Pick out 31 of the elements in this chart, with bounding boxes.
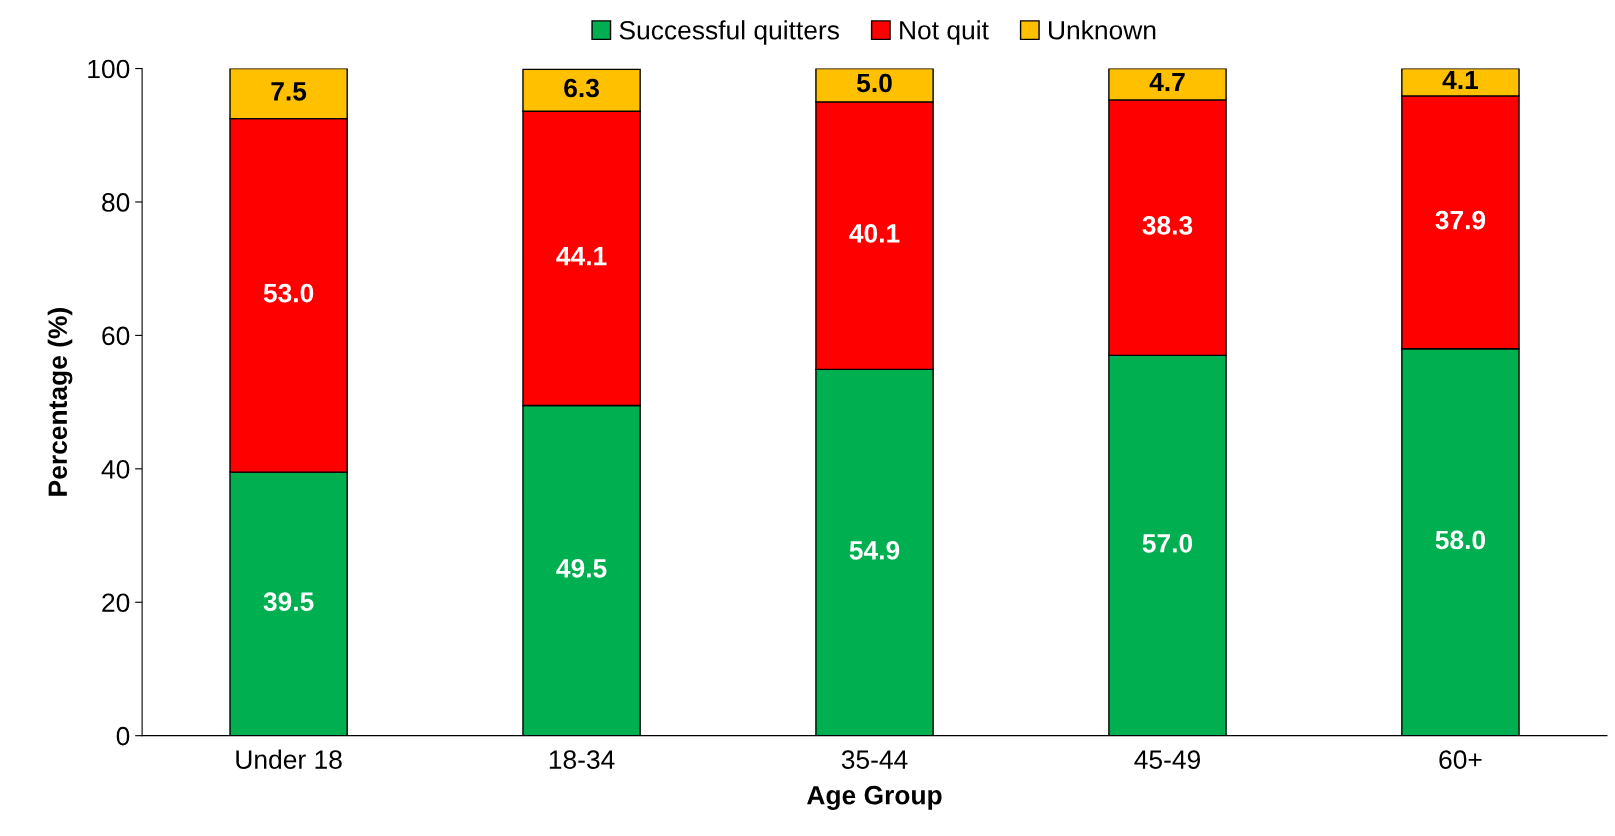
data-label: 54.9	[849, 540, 900, 560]
data-label: 44.1	[556, 247, 607, 266]
y-tick-label: 20	[102, 593, 130, 613]
data-label: 57.0	[1142, 533, 1193, 553]
y-axis-title: Percentage (%)	[47, 308, 73, 496]
legend-label: Not quit	[900, 20, 989, 45]
x-tick-label: 45-49	[1134, 750, 1200, 769]
data-label: 6.3	[564, 78, 599, 98]
data-label: 4.7	[1149, 72, 1185, 92]
data-label: 58.0	[1435, 530, 1486, 550]
data-label: 49.5	[556, 558, 607, 578]
data-label: 38.3	[1142, 216, 1193, 235]
y-tick-label: 100	[88, 59, 130, 79]
data-label: 5.0	[856, 73, 892, 93]
data-label: 37.9	[1435, 210, 1486, 230]
data-label: 7.5	[271, 82, 307, 101]
y-tick-label: 60	[102, 326, 130, 346]
x-tick-label: 18-34	[549, 750, 615, 769]
data-label: 53.0	[263, 283, 314, 303]
y-tick-label: 80	[102, 193, 130, 212]
legend-label: Unknown	[1049, 20, 1156, 40]
x-tick-label: Under 18	[236, 749, 342, 769]
y-tick-label: 0	[116, 726, 130, 746]
y-tick-label: 40	[101, 459, 130, 479]
x-axis-title: Age Group	[807, 785, 942, 810]
data-label: 4.1	[1442, 70, 1479, 90]
legend-label: Successful quitters	[619, 20, 839, 45]
x-tick-label: 60+	[1439, 750, 1482, 769]
x-tick-label: 35-44	[841, 750, 908, 769]
data-label: 39.5	[263, 592, 314, 612]
data-label: 40.1	[849, 224, 900, 243]
